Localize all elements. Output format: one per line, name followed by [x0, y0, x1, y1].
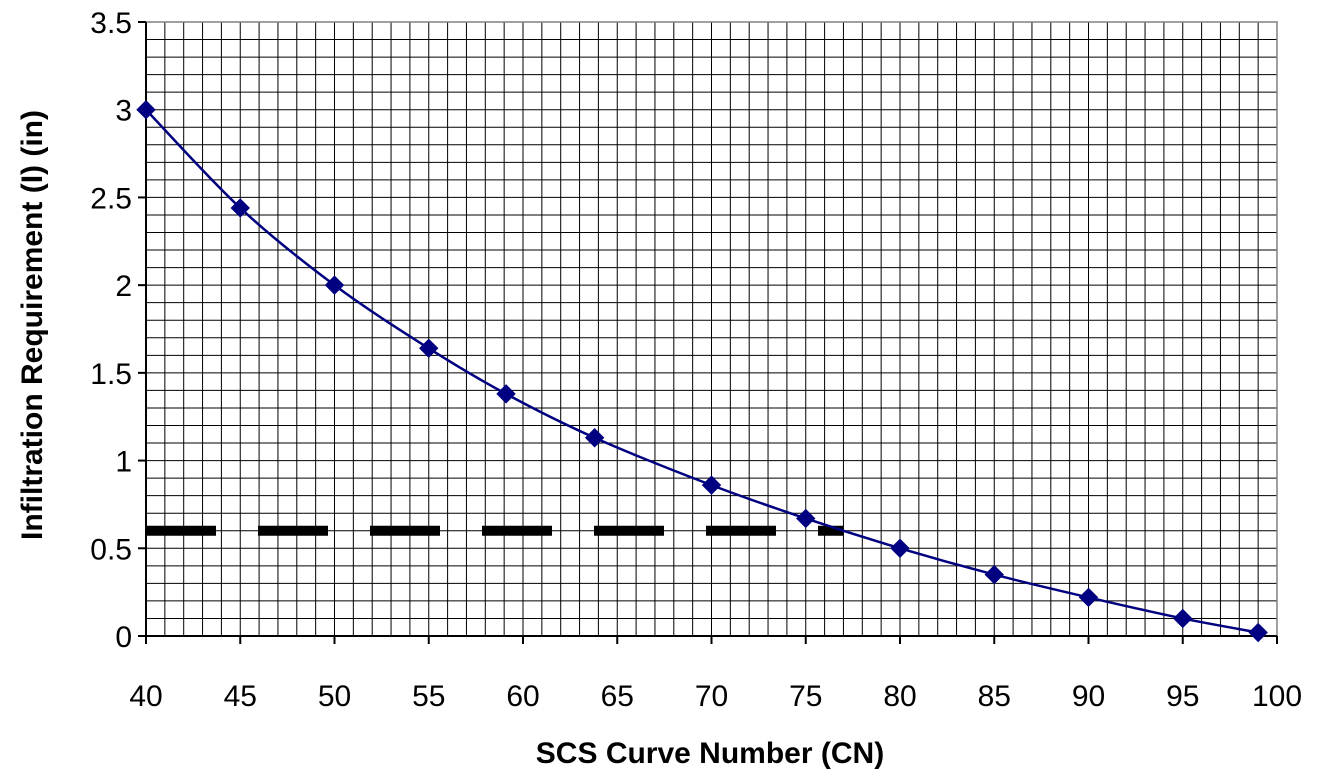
x-tick-label: 85	[978, 680, 1011, 713]
data-point	[324, 275, 345, 295]
x-tick-label: 55	[412, 680, 445, 713]
data-point	[1248, 622, 1268, 643]
data-point	[890, 538, 910, 558]
x-tick-label: 40	[129, 680, 162, 713]
y-tick-label: 2.5	[90, 182, 132, 215]
data-point	[1173, 608, 1193, 629]
x-tick-label: 45	[224, 680, 257, 713]
x-tick-label: 65	[601, 680, 634, 713]
y-tick-label: 3.5	[90, 7, 132, 40]
data-point	[1078, 587, 1099, 608]
x-tick-label: 60	[506, 680, 539, 713]
x-tick-label: 70	[695, 680, 728, 713]
data-point	[701, 475, 722, 495]
data-point	[136, 100, 156, 120]
y-tick-label: 0	[115, 621, 132, 654]
y-tick-label: 2	[115, 270, 132, 303]
axes	[138, 21, 1278, 644]
x-tick-label: 90	[1072, 680, 1105, 713]
y-tick-label: 1.5	[90, 358, 132, 391]
grid	[145, 21, 1278, 637]
x-tick-label: 75	[789, 680, 822, 713]
x-tick-label: 80	[883, 680, 916, 713]
x-axis-title: SCS Curve Number (CN)	[536, 737, 884, 770]
x-tick-label: 50	[318, 680, 351, 713]
data-point	[584, 428, 605, 448]
data-point	[419, 338, 439, 359]
y-tick-label: 0.5	[90, 533, 132, 566]
data-point	[230, 198, 250, 218]
x-tick-label: 95	[1166, 680, 1199, 713]
data-point	[496, 384, 516, 404]
data-point	[796, 508, 816, 529]
series-line	[145, 108, 1259, 634]
tick-labels: 40 45 50 55 60 65 70 75 80 85 90 95 100 0 0.5 1 1.5 2 2.5 3…	[90, 7, 1302, 713]
series	[136, 100, 1268, 643]
y-axis-title: Infiltration Requirement (I) (in)	[16, 110, 49, 540]
data-point	[984, 564, 1004, 585]
x-tick-label: 100	[1252, 680, 1302, 713]
y-tick-label: 1	[115, 446, 132, 479]
y-tick-label: 3	[115, 95, 132, 128]
